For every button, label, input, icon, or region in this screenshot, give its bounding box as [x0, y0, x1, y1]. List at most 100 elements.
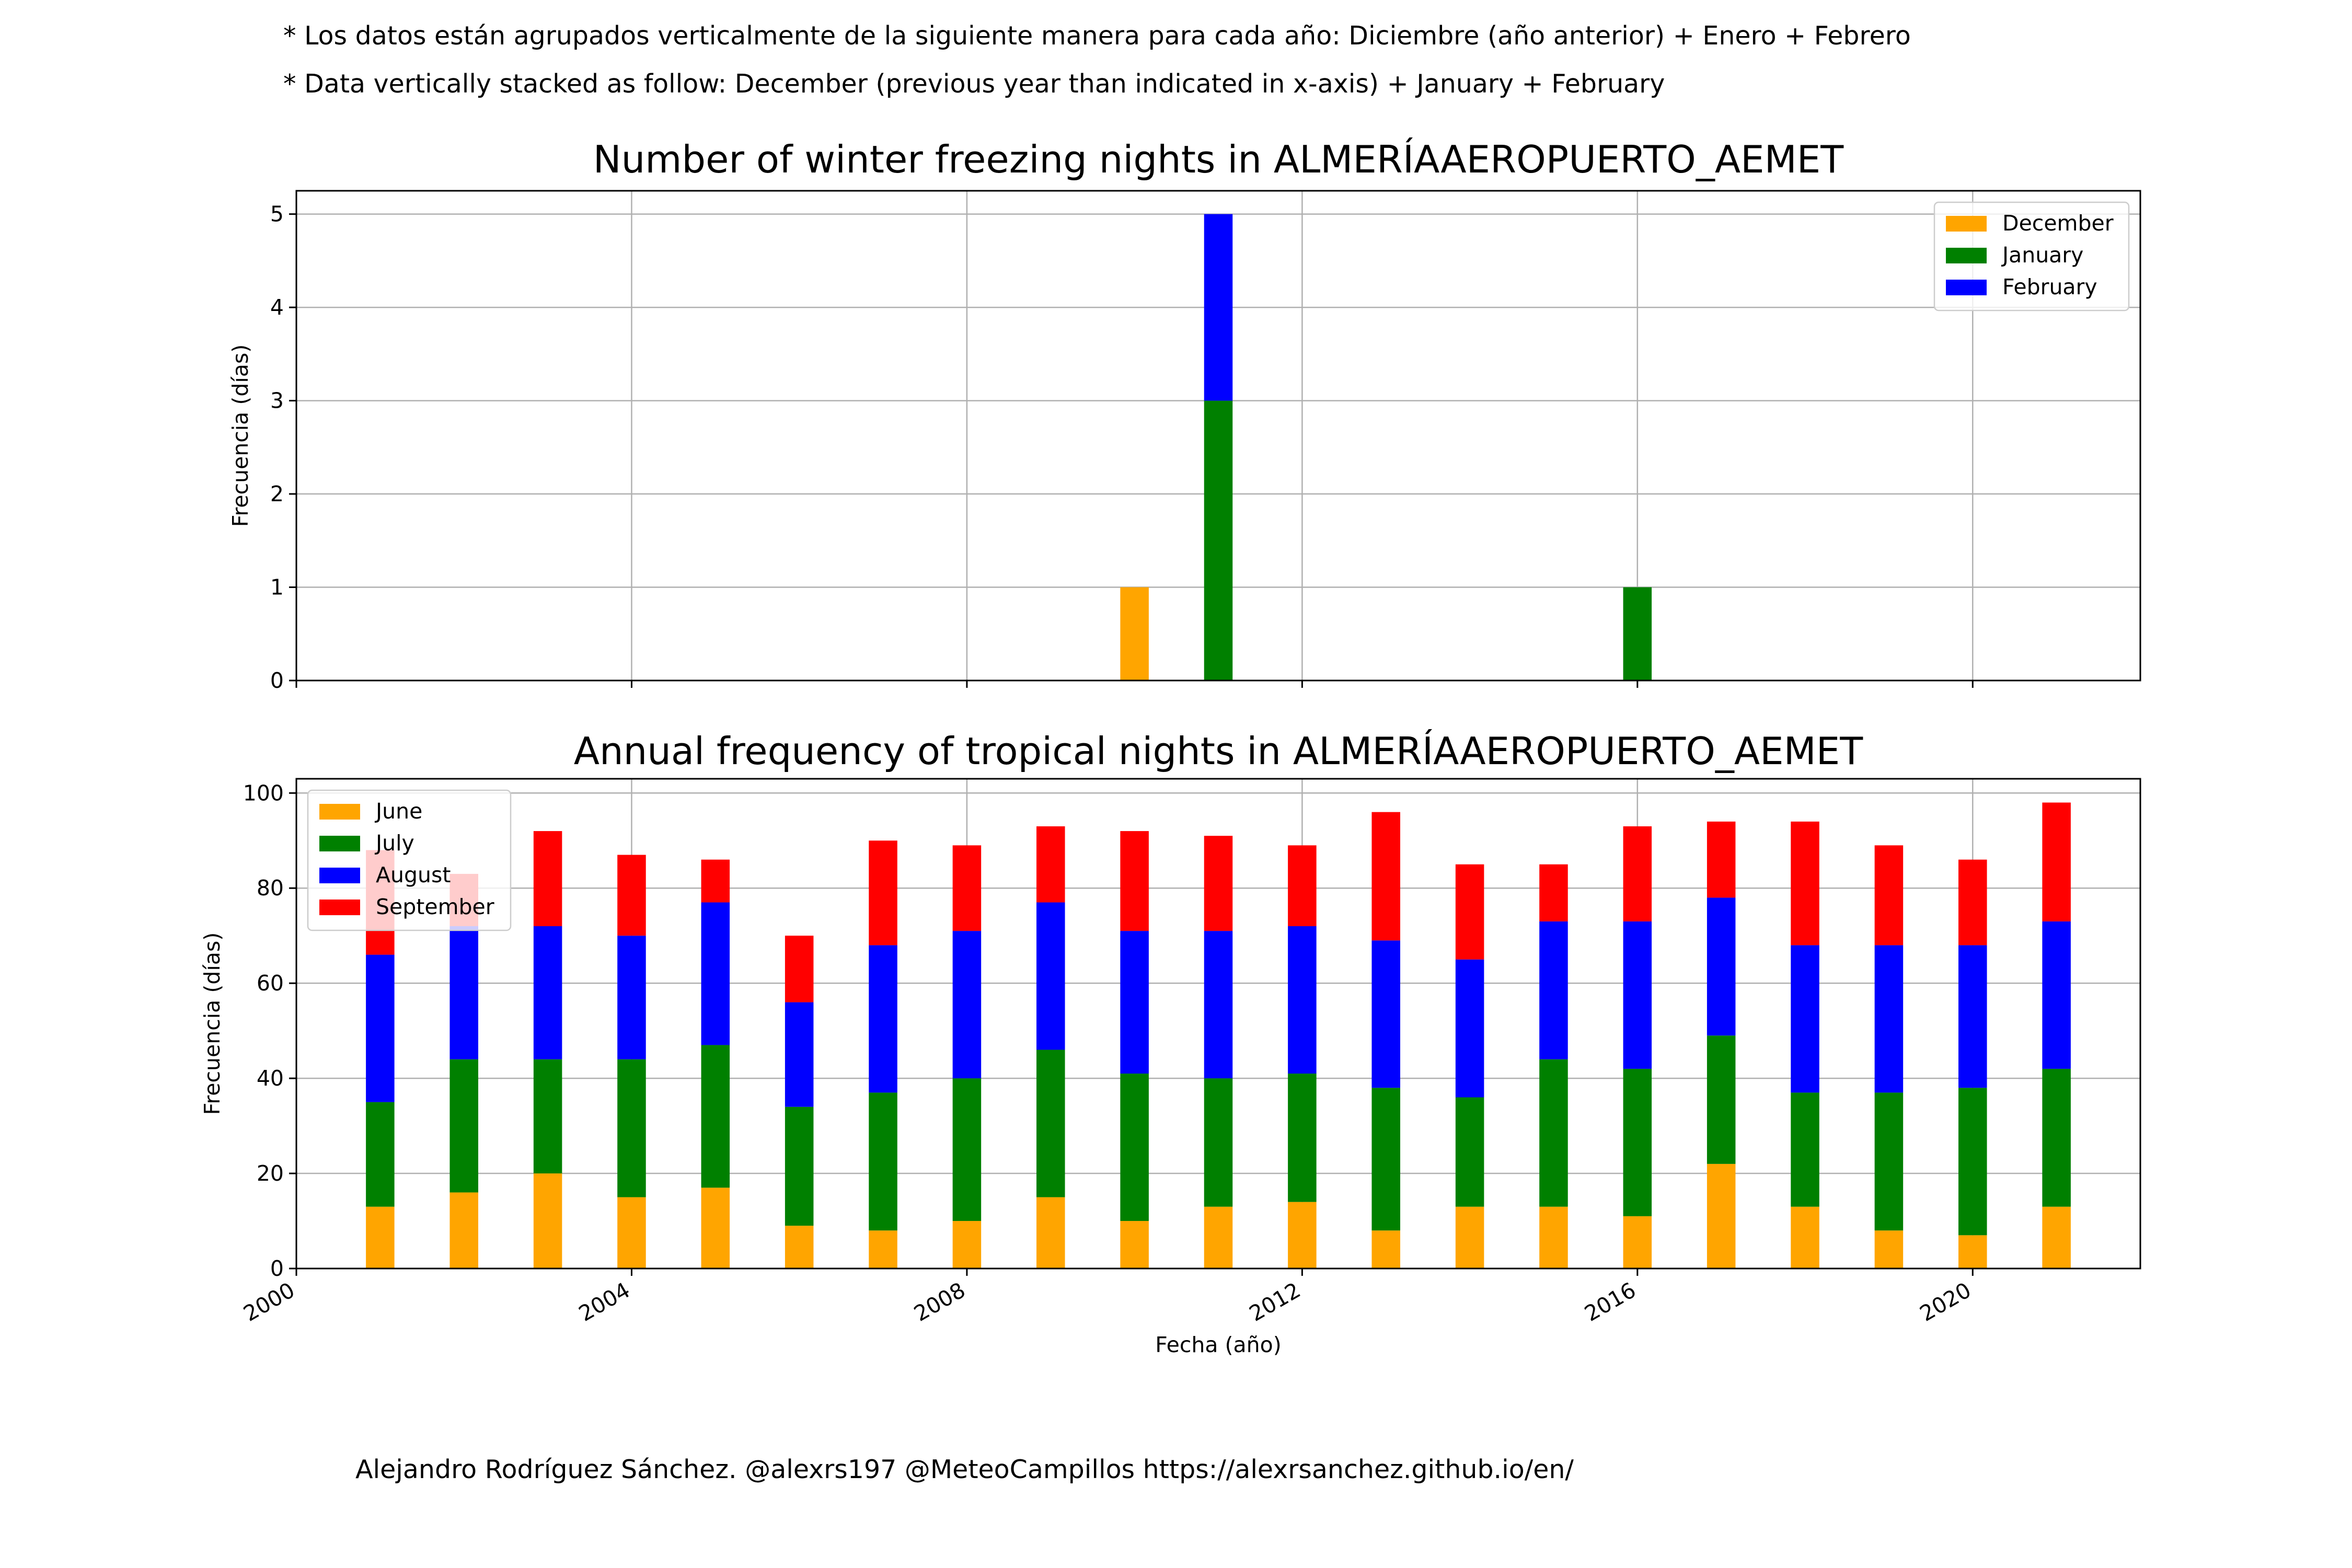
bar-june-2019	[1874, 1230, 1904, 1269]
y-axis-label: Frecuencia (días)	[228, 344, 253, 527]
bar-july-2012	[1288, 1074, 1317, 1202]
chart-title: Number of winter freezing nights in ALME…	[593, 137, 1844, 181]
bar-july-2016	[1623, 1068, 1652, 1216]
bar-september-2013	[1371, 812, 1400, 941]
bar-june-2015	[1539, 1206, 1568, 1269]
bar-august-2007	[869, 945, 897, 1093]
bar-june-2011	[1204, 1206, 1233, 1269]
bar-july-2011	[1204, 1078, 1233, 1207]
chart-title: Annual frequency of tropical nights in A…	[574, 729, 1864, 773]
legend-label-july: July	[374, 831, 414, 856]
y-tick-label: 2	[270, 481, 284, 506]
bar-june-2012	[1288, 1202, 1317, 1269]
x-tick-label: 2012	[1245, 1277, 1305, 1327]
legend-label-december: December	[2002, 211, 2114, 236]
plot-frame	[295, 778, 2141, 1270]
y-tick-label: 80	[257, 875, 284, 901]
bar-august-2012	[1288, 926, 1317, 1074]
bar-august-2006	[785, 1002, 814, 1107]
bar-june-2017	[1707, 1163, 1736, 1269]
legend-label-august: August	[376, 862, 451, 887]
bar-august-2010	[1120, 931, 1149, 1074]
note-english: * Data vertically stacked as follow: Dec…	[283, 69, 1665, 99]
bar-august-2011	[1204, 931, 1233, 1079]
bar-september-2008	[952, 845, 982, 931]
legend-swatch-february	[1946, 280, 1987, 295]
y-tick-label: 20	[257, 1161, 284, 1186]
bar-july-2014	[1455, 1097, 1484, 1207]
y-tick-label: 5	[270, 202, 284, 227]
bar-june-2020	[1958, 1235, 1987, 1269]
y-tick-label: 0	[270, 668, 284, 693]
bar-july-2004	[617, 1059, 646, 1197]
bar-july-2008	[952, 1078, 982, 1221]
bar-september-2017	[1707, 821, 1736, 898]
x-tick-label: 2020	[1916, 1277, 1975, 1327]
y-tick-label: 1	[270, 575, 284, 600]
bar-june-2005	[701, 1187, 730, 1269]
bar-september-2014	[1455, 864, 1484, 960]
bar-june-2008	[952, 1221, 982, 1269]
bar-june-2002	[449, 1192, 478, 1269]
legend-label-june: June	[374, 799, 422, 824]
x-axis-label: Fecha (año)	[1155, 1332, 1281, 1357]
bar-june-2014	[1455, 1206, 1484, 1269]
legend: December January February	[1933, 201, 2130, 312]
bar-august-2003	[533, 926, 562, 1059]
y-tick-label: 100	[243, 780, 284, 805]
bar-august-2001	[366, 954, 395, 1102]
y-tick-label: 60	[257, 971, 284, 996]
bar-july-2007	[869, 1092, 897, 1231]
bar-september-2011	[1204, 836, 1233, 931]
bar-september-2015	[1539, 864, 1568, 921]
bar-june-2003	[533, 1173, 562, 1269]
bar-september-2012	[1288, 845, 1317, 927]
bar-july-2015	[1539, 1059, 1568, 1207]
bar-september-2021	[2042, 802, 2071, 921]
author-credit: Alejandro Rodríguez Sánchez. @alexrs197 …	[355, 1455, 1574, 1484]
y-tick-label: 0	[270, 1256, 284, 1281]
bar-august-2014	[1455, 959, 1484, 1098]
bar-june-2021	[2042, 1206, 2071, 1269]
bar-july-2019	[1874, 1092, 1904, 1231]
bar-september-2006	[785, 936, 814, 1002]
bar-august-2008	[952, 931, 982, 1079]
y-tick-label: 3	[270, 388, 284, 413]
y-axis-label: Frecuencia (días)	[200, 932, 225, 1115]
bar-july-2001	[366, 1102, 395, 1207]
legend: June July August September	[307, 789, 512, 931]
y-tick-label: 40	[257, 1066, 284, 1091]
bar-july-2009	[1036, 1050, 1065, 1197]
bar-june-2001	[366, 1206, 395, 1269]
bar-august-2020	[1958, 945, 1987, 1088]
bar-december-2010	[1120, 587, 1149, 681]
bar-september-2005	[701, 859, 730, 903]
bar-july-2005	[701, 1045, 730, 1188]
bar-june-2018	[1791, 1206, 1819, 1269]
bar-july-2003	[533, 1059, 562, 1174]
bar-september-2018	[1791, 821, 1819, 946]
bar-july-2017	[1707, 1035, 1736, 1164]
legend-swatch-june	[319, 804, 360, 820]
bar-june-2007	[869, 1230, 897, 1269]
legend-swatch-january	[1946, 248, 1987, 263]
legend-swatch-december	[1946, 216, 1987, 232]
bar-august-2004	[617, 936, 646, 1059]
bar-august-2017	[1707, 897, 1736, 1036]
legend-label-february: February	[2002, 274, 2097, 299]
bar-september-2004	[617, 855, 646, 936]
legend-swatch-september	[319, 900, 360, 915]
chart-2: Annual frequency of tropical nights in A…	[200, 729, 2141, 1357]
bar-june-2010	[1120, 1221, 1149, 1269]
bar-june-2009	[1036, 1197, 1065, 1269]
plot-frame	[295, 190, 2141, 682]
bar-august-2021	[2042, 921, 2071, 1069]
legend-swatch-august	[319, 868, 360, 883]
note-spanish: * Los datos están agrupados verticalment…	[283, 21, 1911, 51]
bar-june-2004	[617, 1197, 646, 1269]
bar-september-2007	[869, 840, 897, 946]
bar-june-2016	[1623, 1216, 1652, 1269]
bar-july-2002	[449, 1059, 478, 1193]
bar-july-2021	[2042, 1068, 2071, 1207]
bar-august-2019	[1874, 945, 1904, 1093]
